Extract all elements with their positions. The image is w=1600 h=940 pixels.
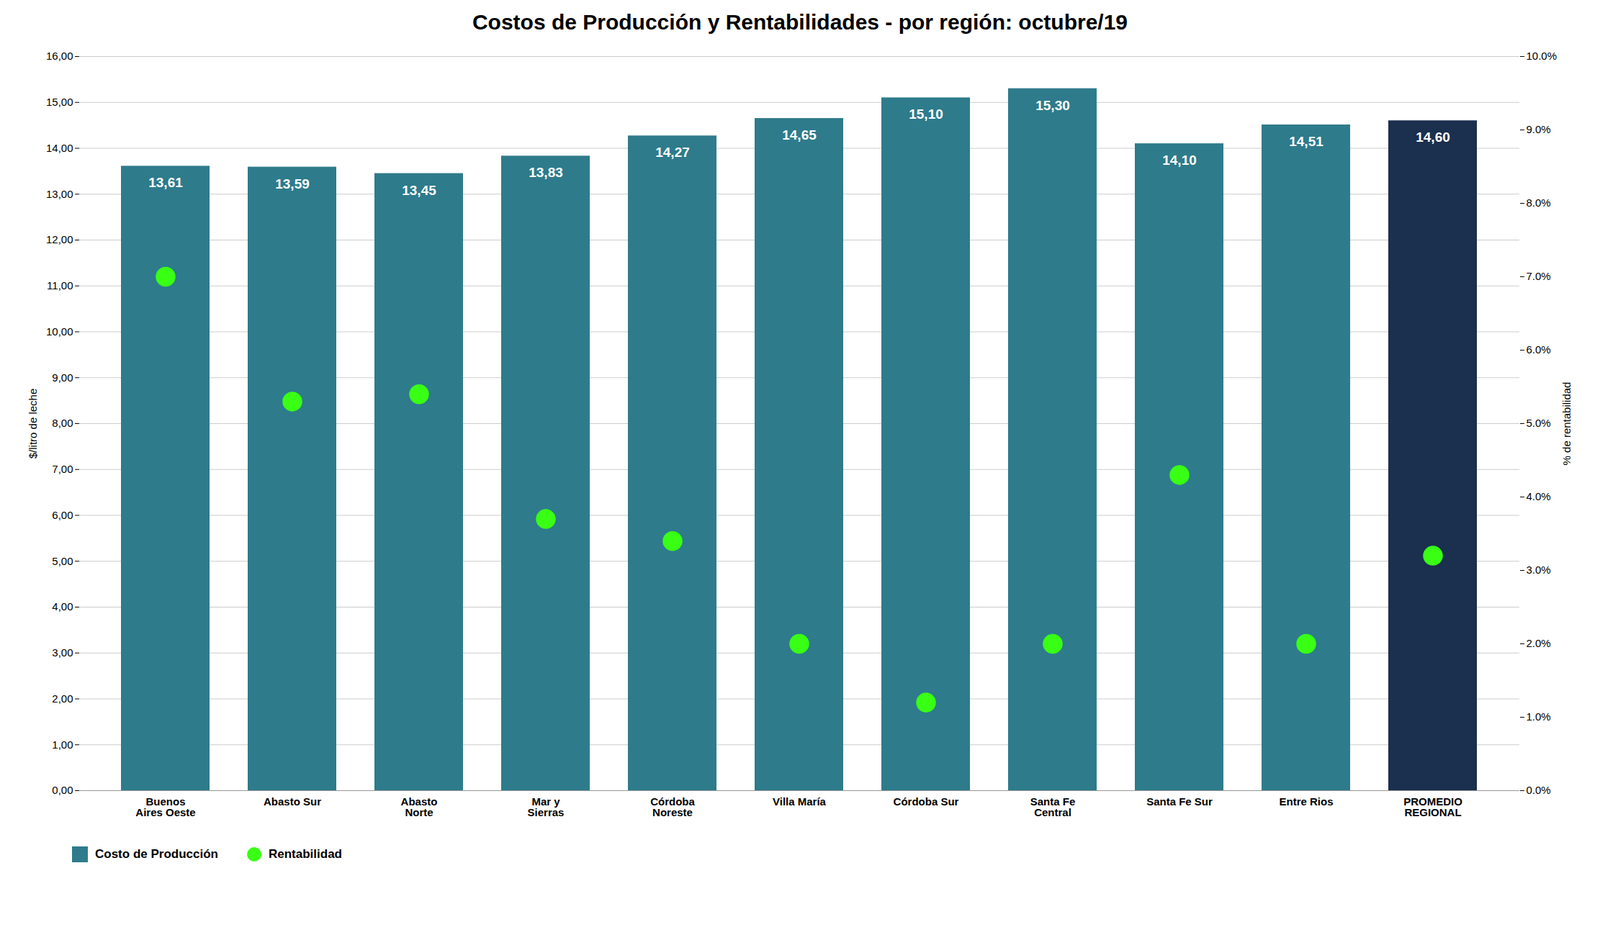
svg-text:2.0%: 2.0% [1526, 637, 1552, 650]
svg-text:14,27: 14,27 [655, 144, 690, 160]
svg-text:13,45: 13,45 [401, 182, 437, 199]
svg-text:10.0%: 10.0% [1526, 49, 1558, 62]
svg-text:14,60: 14,60 [1415, 129, 1451, 145]
svg-text:5.0%: 5.0% [1526, 416, 1552, 430]
svg-text:7.0%: 7.0% [1526, 270, 1552, 283]
svg-text:PROMEDIOREGIONAL: PROMEDIOREGIONAL [1403, 795, 1463, 819]
html-text:Costo de Producción: Costo de Producción [95, 847, 219, 862]
svg-text:% de rentabilidad: % de rentabilidad [1560, 382, 1573, 466]
svg-text:9.0%: 9.0% [1526, 123, 1552, 136]
svg-text:7,00: 7,00 [51, 463, 73, 476]
svg-text:14,51: 14,51 [1288, 133, 1324, 150]
svg-text:Santa FeCentral: Santa FeCentral [1030, 795, 1076, 819]
svg-text:5,00: 5,00 [51, 555, 73, 568]
svg-text:3,00: 3,00 [51, 646, 73, 659]
svg-text:8,00: 8,00 [51, 416, 73, 430]
svg-text:14,00: 14,00 [46, 141, 74, 155]
svg-text:2,00: 2,00 [51, 692, 73, 705]
svg-text:15,30: 15,30 [1035, 97, 1071, 114]
html-text:Rentabilidad: Rentabilidad [268, 847, 343, 862]
svg-text:6,00: 6,00 [51, 509, 73, 522]
svg-text:1,00: 1,00 [51, 738, 73, 752]
svg-text:15,00: 15,00 [46, 95, 74, 109]
svg-text:13,00: 13,00 [46, 187, 74, 201]
svg-text:Villa María: Villa María [772, 795, 827, 808]
svg-text:15,10: 15,10 [908, 106, 944, 122]
svg-text:Mar ySierras: Mar ySierras [527, 795, 565, 819]
html-text:Costos de Producción y Rentabi: Costos de Producción y Rentabilidades - … [472, 10, 1128, 34]
svg-text:13,83: 13,83 [528, 164, 564, 181]
svg-text:Entre Rios: Entre Rios [1278, 795, 1333, 808]
svg-text:4,00: 4,00 [51, 600, 73, 613]
svg-text:AbastoNorte: AbastoNorte [401, 795, 438, 819]
svg-text:8.0%: 8.0% [1526, 196, 1552, 209]
svg-text:Córdoba Sur: Córdoba Sur [893, 795, 960, 808]
svg-text:0,00: 0,00 [51, 784, 73, 797]
svg-text:13,61: 13,61 [148, 174, 183, 191]
svg-text:16,00: 16,00 [46, 49, 74, 62]
svg-text:9,00: 9,00 [51, 371, 73, 384]
svg-text:11,00: 11,00 [46, 279, 73, 292]
svg-text:1.0%: 1.0% [1526, 710, 1552, 723]
svg-text:3.0%: 3.0% [1526, 563, 1552, 577]
svg-text:BuenosAires Oeste: BuenosAires Oeste [135, 795, 196, 819]
svg-text:$/litro de leche: $/litro de leche [26, 388, 39, 460]
svg-text:4.0%: 4.0% [1526, 490, 1552, 503]
svg-text:CórdobaNoreste: CórdobaNoreste [650, 795, 695, 819]
svg-text:10,00: 10,00 [46, 325, 74, 338]
svg-text:Santa Fe Sur: Santa Fe Sur [1146, 795, 1213, 808]
svg-text:Abasto Sur: Abasto Sur [263, 795, 322, 808]
svg-text:6.0%: 6.0% [1526, 343, 1552, 356]
svg-text:0.0%: 0.0% [1526, 784, 1552, 797]
svg-text:14,65: 14,65 [781, 127, 817, 143]
svg-text:12,00: 12,00 [46, 233, 74, 246]
svg-text:13,59: 13,59 [275, 176, 310, 192]
svg-text:14,10: 14,10 [1162, 152, 1197, 168]
